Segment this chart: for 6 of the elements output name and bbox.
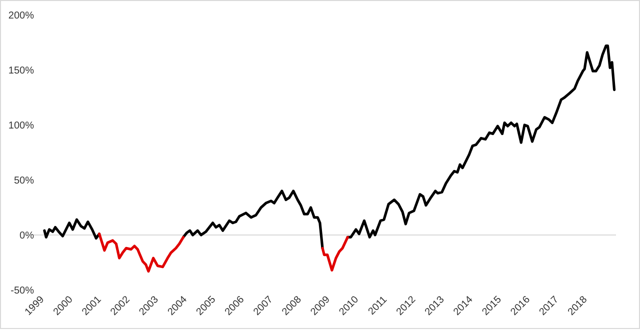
y-tick-label: -50%: [10, 286, 34, 296]
y-tick-label: 50%: [14, 176, 34, 186]
y-tick-label: 100%: [8, 120, 34, 132]
y-tick-label: 150%: [8, 66, 34, 76]
y-tick-label: 0%: [20, 230, 34, 242]
y-tick-label: 200%: [8, 10, 34, 22]
